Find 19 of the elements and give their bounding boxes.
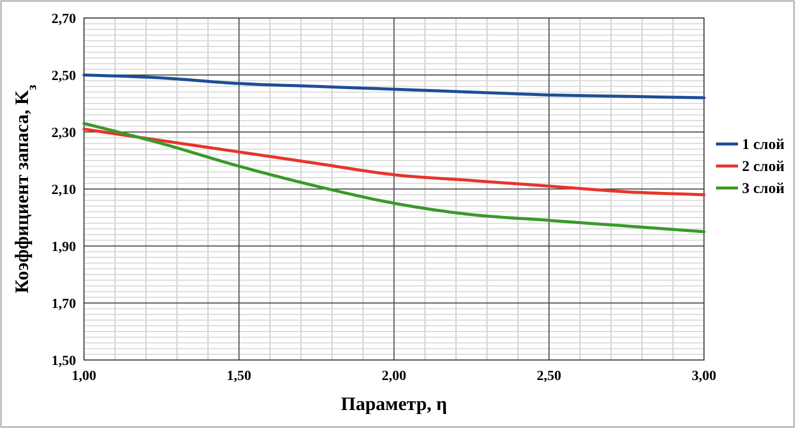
line-series [82,128,706,196]
x-tick-label: 2,50 [536,369,562,384]
x-axis-title: Параметр, η [340,394,448,415]
line-series [82,74,706,100]
x-tick-label: 2,00 [382,369,406,384]
y-tick-label: 1,50 [52,354,76,369]
y-tick-label: 2,70 [52,12,76,27]
y-tick-label: 2,10 [52,183,76,198]
legend-label: 1 слой [742,137,785,153]
legend-label: 2 слой [742,159,785,175]
line-series [82,122,706,234]
y-tick-label: 2,30 [52,126,76,141]
x-tick-label: 1,00 [72,369,96,384]
y-tick-label: 2,50 [52,69,76,84]
legend-label: 3 слой [742,181,785,197]
x-tick-label: 3,00 [692,369,716,384]
x-tick-label: 1,50 [226,369,252,384]
y-tick-label: 1,70 [52,297,76,312]
y-tick-label: 1,90 [52,240,76,255]
